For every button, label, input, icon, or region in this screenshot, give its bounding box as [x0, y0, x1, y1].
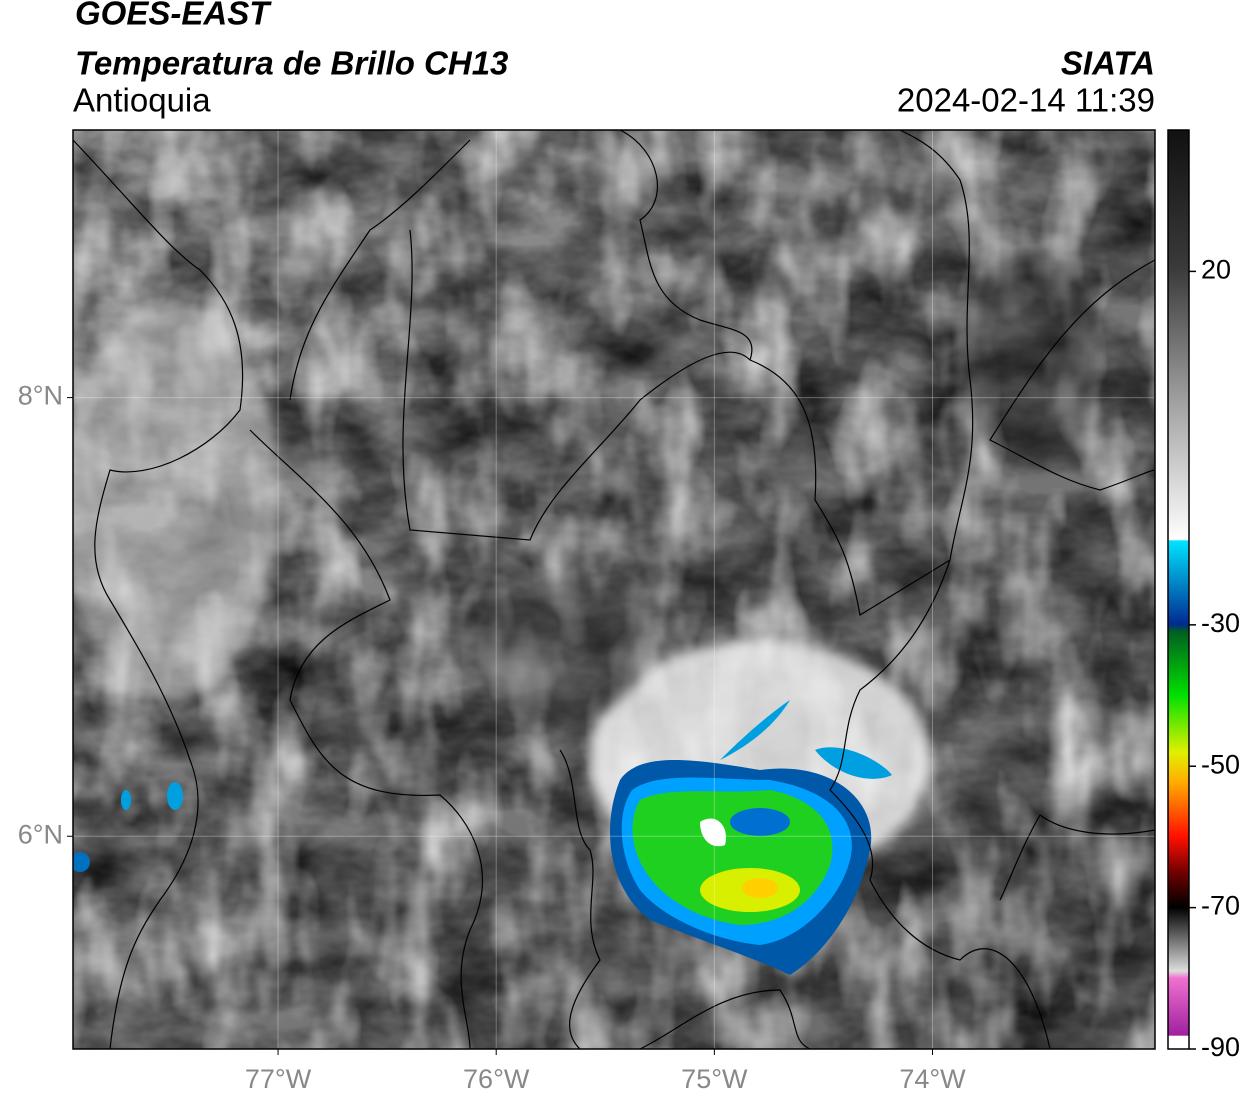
colorbar [1167, 129, 1190, 1050]
x-tick-label: 74°W [899, 1064, 966, 1094]
x-tick-label: 75°W [681, 1064, 748, 1094]
colorbar-tick-label: 20 [1201, 255, 1231, 285]
colorbar-tick-label: -90 [1201, 1032, 1240, 1062]
y-tick-label: 8°N [18, 381, 63, 411]
map-frame [72, 129, 1156, 1050]
datetime: 2024-02-14 11:39 [897, 82, 1155, 119]
colorbar-tick-label: -50 [1201, 749, 1240, 779]
source: SIATA [1061, 45, 1155, 82]
borders [73, 130, 1155, 1049]
grid [73, 130, 1155, 1049]
map-image [73, 130, 1155, 1049]
title: GOES-EAST [75, 0, 272, 32]
region: Antioquia [73, 82, 211, 119]
subtitle: Temperatura de Brillo CH13 [75, 45, 508, 82]
storm [73, 700, 892, 975]
y-tick-label: 6°N [18, 819, 63, 849]
colorbar-tick-label: -70 [1201, 891, 1240, 921]
x-tick-label: 76°W [463, 1064, 530, 1094]
colorbar-tick-label: -30 [1201, 608, 1240, 638]
x-tick-label: 77°W [245, 1064, 312, 1094]
